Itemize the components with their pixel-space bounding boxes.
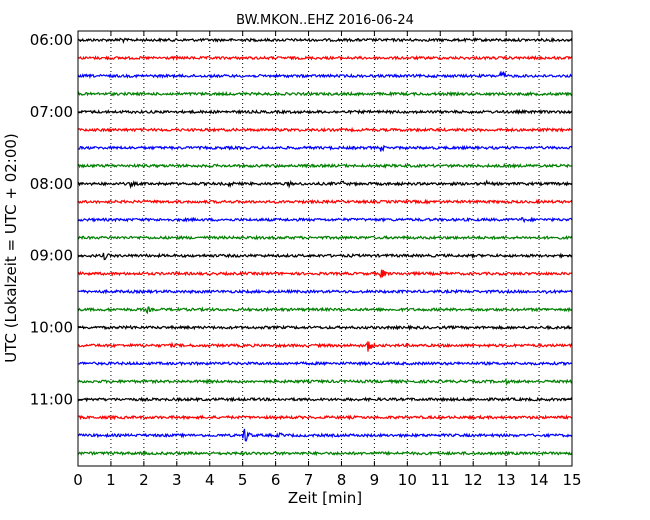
seismic-trace	[77, 144, 573, 152]
seismic-trace	[77, 108, 573, 115]
x-tick-label: 12	[464, 471, 483, 489]
seismic-trace	[77, 234, 573, 241]
x-tick-label: 4	[205, 471, 215, 489]
seismic-trace	[77, 324, 573, 331]
seismic-trace	[77, 288, 573, 295]
x-tick-label: 2	[139, 471, 149, 489]
seismic-trace	[77, 450, 573, 457]
seismic-trace	[77, 54, 573, 61]
y-axis-label: UTC (Lokalzeit = UTC + 02:00)	[2, 133, 20, 363]
traces-group	[77, 36, 573, 457]
seismic-trace	[77, 306, 573, 315]
y-tick-label: 10:00	[30, 319, 73, 337]
seismic-trace	[77, 90, 573, 98]
x-axis-label: Zeit [min]	[288, 489, 362, 507]
seismic-trace	[77, 198, 573, 205]
seismic-trace	[77, 179, 573, 190]
chart-title: BW.MKON..EHZ 2016-06-24	[236, 13, 414, 28]
y-tick-label: 06:00	[30, 31, 73, 49]
x-tick-label: 10	[398, 471, 417, 489]
seismic-trace	[77, 428, 573, 442]
seismic-trace	[77, 396, 573, 403]
x-tick-label: 8	[337, 471, 347, 489]
y-tick-label: 09:00	[30, 247, 73, 265]
x-tick-label: 6	[271, 471, 281, 489]
x-tick-label: 1	[106, 471, 116, 489]
seismic-trace	[77, 377, 573, 386]
vertical-grid	[110, 31, 540, 466]
y-axis-ticks: 06:00 07:00 08:00 09:00 10:00 11:00	[30, 31, 572, 408]
seismic-trace	[77, 252, 573, 261]
seismic-trace	[77, 36, 573, 45]
x-tick-label: 7	[304, 471, 314, 489]
y-tick-label: 11:00	[30, 390, 73, 408]
seismic-trace	[77, 360, 573, 367]
x-tick-label: 13	[497, 471, 516, 489]
x-tick-label: 3	[172, 471, 182, 489]
y-tick-label: 07:00	[30, 103, 73, 121]
seismic-trace	[77, 340, 573, 352]
seismic-trace	[77, 269, 573, 279]
x-tick-label: 9	[370, 471, 380, 489]
seismic-trace	[77, 70, 573, 79]
plot-frame	[77, 30, 573, 467]
seismic-trace	[77, 126, 573, 133]
x-tick-label: 0	[73, 471, 83, 489]
y-tick-label: 08:00	[30, 175, 73, 193]
seismic-trace	[77, 162, 572, 169]
x-axis-ticks: 0 1 2 3 4 5 6 7 8 9 10 11 12 13 14 15	[73, 31, 582, 489]
seismic-trace	[77, 216, 573, 224]
x-tick-label: 14	[530, 471, 549, 489]
x-tick-label: 11	[431, 471, 450, 489]
seismic-trace	[77, 414, 573, 421]
x-tick-label: 15	[562, 471, 581, 489]
x-tick-label: 5	[238, 471, 248, 489]
